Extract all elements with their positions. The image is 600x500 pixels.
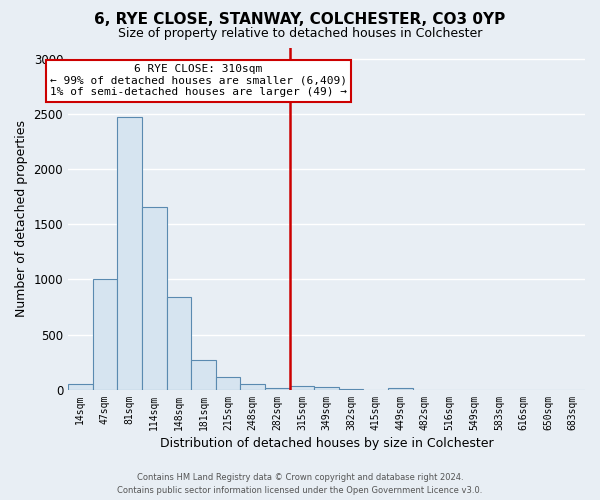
X-axis label: Distribution of detached houses by size in Colchester: Distribution of detached houses by size … <box>160 437 493 450</box>
Bar <box>167 297 191 390</box>
Bar <box>68 384 92 390</box>
Text: 6 RYE CLOSE: 310sqm
← 99% of detached houses are smaller (6,409)
1% of semi-deta: 6 RYE CLOSE: 310sqm ← 99% of detached ho… <box>50 64 347 98</box>
Y-axis label: Number of detached properties: Number of detached properties <box>15 120 28 317</box>
Bar <box>314 386 339 390</box>
Bar <box>117 117 142 390</box>
Text: 6, RYE CLOSE, STANWAY, COLCHESTER, CO3 0YP: 6, RYE CLOSE, STANWAY, COLCHESTER, CO3 0… <box>94 12 506 28</box>
Bar <box>142 206 167 390</box>
Bar <box>290 386 314 390</box>
Text: Size of property relative to detached houses in Colchester: Size of property relative to detached ho… <box>118 28 482 40</box>
Bar <box>241 384 265 390</box>
Bar <box>265 388 290 390</box>
Bar <box>92 280 117 390</box>
Bar <box>191 360 216 390</box>
Bar <box>216 376 241 390</box>
Bar <box>388 388 413 390</box>
Text: Contains HM Land Registry data © Crown copyright and database right 2024.
Contai: Contains HM Land Registry data © Crown c… <box>118 473 482 495</box>
